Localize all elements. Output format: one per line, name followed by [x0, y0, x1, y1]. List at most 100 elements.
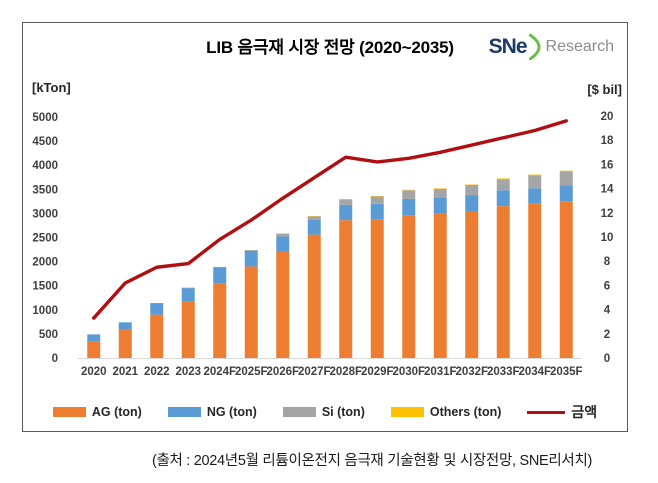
- amount-line-series: [92, 119, 568, 320]
- bar-segment-si-ton-: [276, 233, 290, 237]
- legend-label: Others (ton): [429, 405, 502, 419]
- bar-segment-ag-ton-: [276, 251, 290, 358]
- bar-segment-ag-ton-: [370, 219, 384, 358]
- legend-swatch-icon: [167, 407, 201, 417]
- right-axis-tick: 6: [604, 280, 610, 292]
- left-axis-tick: 500: [39, 329, 58, 341]
- x-axis-label: 2022: [144, 366, 170, 378]
- bar-segment-ng-ton-: [402, 198, 416, 216]
- bar-segment-ng-ton-: [150, 303, 164, 315]
- bar-segment-ng-ton-: [276, 236, 290, 252]
- bar-segment-ng-ton-: [339, 204, 353, 221]
- legend-item--: 금액: [527, 402, 597, 422]
- x-axis-label: 2021: [112, 366, 138, 378]
- x-axis-label: 2024F: [203, 366, 236, 378]
- bar-segment-ag-ton-: [496, 206, 510, 358]
- bar-segment-ng-ton-: [433, 197, 447, 214]
- left-axis-tick: 2000: [32, 257, 58, 269]
- bar-segment-si-ton-: [528, 175, 542, 189]
- right-axis-tick: 16: [601, 159, 614, 171]
- x-axis-label: 2023: [175, 366, 201, 378]
- left-axis-tick: 4000: [32, 160, 58, 172]
- bar-segment-ng-ton-: [181, 288, 195, 302]
- sne-research-logo: SNe Research: [489, 34, 614, 60]
- right-axis-tick: 4: [604, 305, 611, 317]
- legend-swatch-icon: [52, 407, 86, 417]
- sne-logo-arc-icon: [528, 34, 541, 60]
- left-axis-tick: 1500: [32, 281, 58, 293]
- bar-segment-si-ton-: [339, 199, 353, 205]
- left-axis-tick: 2500: [32, 233, 58, 245]
- bar-segment-ng-ton-: [87, 334, 101, 342]
- left-axis-tick: 4500: [32, 136, 58, 148]
- bar-segment-si-ton-: [465, 184, 479, 196]
- bar-segment-si-ton-: [559, 171, 573, 186]
- bar-segment-others-ton-: [528, 174, 542, 176]
- bar-segment-ng-ton-: [496, 190, 510, 207]
- x-axis-label: 2033F: [487, 366, 520, 378]
- bar-segment-ng-ton-: [213, 267, 227, 284]
- chart-title: LIB 음극재 시장 전망 (2020~2035): [206, 38, 454, 57]
- bar-segment-si-ton-: [307, 216, 321, 220]
- legend-line-icon: [527, 410, 566, 414]
- bar-segment-ag-ton-: [465, 211, 479, 358]
- x-axis-label: 2020: [81, 366, 107, 378]
- bar-segment-ag-ton-: [118, 329, 132, 358]
- left-axis-tick: 3000: [32, 208, 58, 220]
- bar-segment-ng-ton-: [244, 250, 258, 267]
- legend-label: Si (ton): [321, 405, 365, 419]
- x-axis-label: 2032F: [455, 366, 488, 378]
- bar-segment-si-ton-: [370, 196, 384, 204]
- bar-segment-others-ton-: [496, 178, 510, 180]
- bar-segment-ag-ton-: [87, 341, 101, 358]
- right-axis-tick: 14: [601, 184, 614, 196]
- bar-segment-ag-ton-: [402, 215, 416, 358]
- x-axis-label: 2026F: [266, 366, 299, 378]
- x-axis-label: 2035F: [550, 366, 583, 378]
- bar-segment-si-ton-: [433, 188, 447, 198]
- x-axis-label: 2028F: [329, 366, 362, 378]
- right-axis-tick: 18: [601, 135, 614, 147]
- bar-segment-ng-ton-: [559, 185, 573, 202]
- chart-frame: [22, 22, 628, 432]
- legend-item-others-ton-: Others (ton): [390, 405, 502, 419]
- bar-segment-ng-ton-: [118, 322, 132, 330]
- bar-segment-ng-ton-: [307, 219, 321, 235]
- bar-segment-ag-ton-: [433, 213, 447, 358]
- legend-swatch-icon: [282, 407, 316, 417]
- bar-segment-ag-ton-: [213, 283, 227, 358]
- bar-segment-ag-ton-: [559, 201, 573, 358]
- bar-segment-ag-ton-: [150, 314, 164, 358]
- chart-plot-area: 0 500 1000 1500 2000 2500 3000 3500 4000 4500 5000…: [32, 111, 614, 378]
- bar-segment-ag-ton-: [528, 203, 542, 358]
- bar-segment-others-ton-: [559, 170, 573, 172]
- bar-segment-si-ton-: [244, 250, 258, 251]
- x-axis-label: 2031F: [424, 366, 457, 378]
- bar-segment-ag-ton-: [244, 266, 258, 358]
- legend-item-ng-ton-: NG (ton): [167, 405, 257, 419]
- right-axis-unit-label: [$ bil]: [587, 82, 622, 97]
- right-axis-tick: 8: [604, 256, 611, 268]
- legend-label: AG (ton): [91, 405, 142, 419]
- chart-legend: AG (ton) NG (ton) Si (ton) Others (ton) 금액: [22, 399, 628, 425]
- legend-item-ag-ton-: AG (ton): [52, 405, 142, 419]
- bar-segment-ag-ton-: [339, 220, 353, 358]
- bar-segment-ng-ton-: [465, 195, 479, 212]
- right-axis-tick: 0: [604, 353, 610, 365]
- bar-segment-ng-ton-: [370, 203, 384, 220]
- bar-segment-si-ton-: [402, 190, 416, 199]
- legend-label: NG (ton): [206, 405, 257, 419]
- legend-item-si-ton-: Si (ton): [282, 405, 365, 419]
- x-axis-label: 2029F: [361, 366, 394, 378]
- right-axis-tick: 2: [604, 329, 610, 341]
- bar-segment-ag-ton-: [307, 234, 321, 358]
- bar-segment-si-ton-: [496, 179, 510, 191]
- x-axis-label: 2034F: [518, 366, 551, 378]
- bar-segment-ag-ton-: [181, 301, 195, 358]
- legend-label: 금액: [571, 404, 598, 420]
- bar-segment-ng-ton-: [528, 188, 542, 204]
- left-axis-tick: 1000: [32, 305, 58, 317]
- sne-logo-text: SNe: [488, 35, 528, 58]
- left-axis-tick: 3500: [32, 184, 58, 196]
- x-axis-label: 2027F: [298, 366, 331, 378]
